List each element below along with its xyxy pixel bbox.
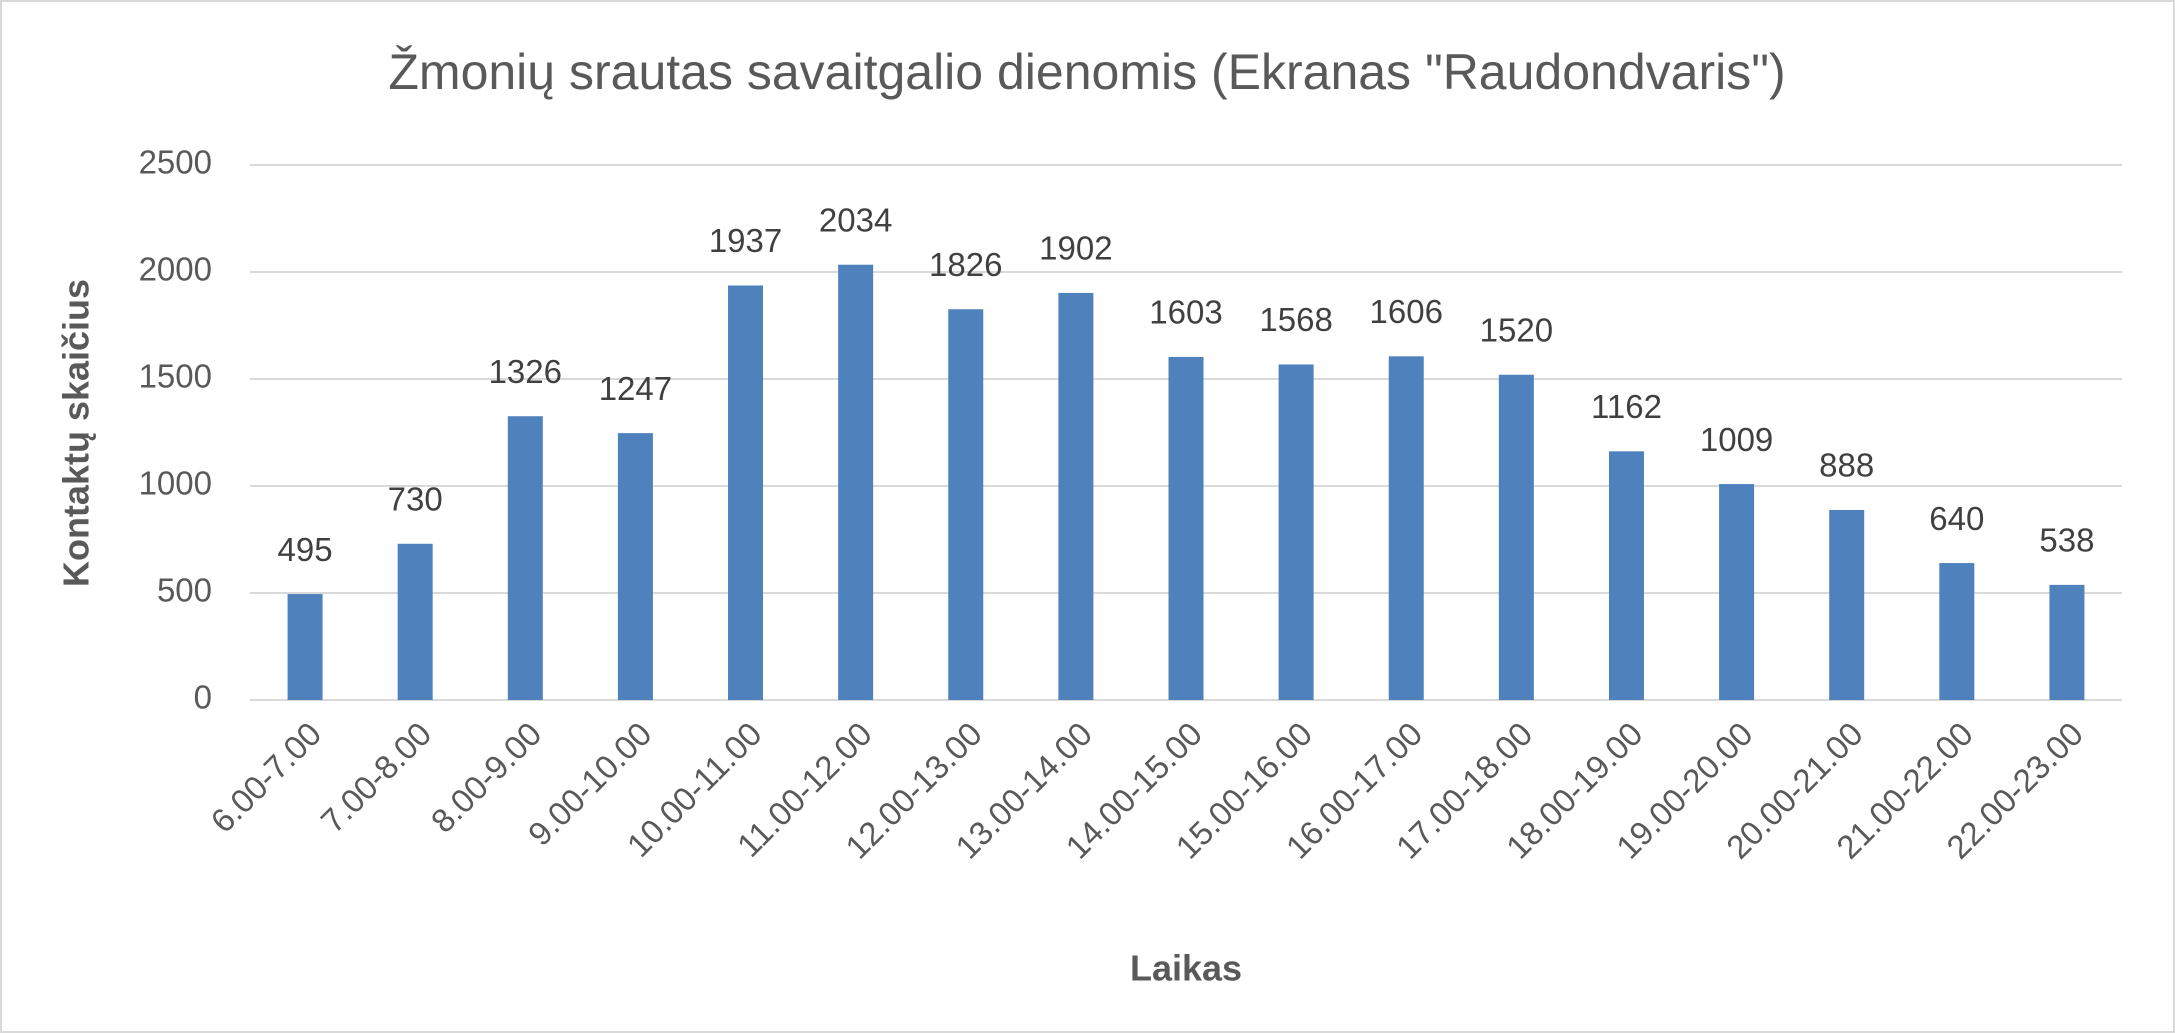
bar	[397, 543, 433, 700]
bar	[838, 264, 874, 700]
bar	[617, 433, 653, 700]
y-tick-label: 2000	[139, 251, 212, 288]
data-label: 1162	[1591, 388, 1662, 425]
data-label: 1247	[599, 370, 672, 407]
bar	[507, 416, 543, 700]
bar	[1608, 451, 1644, 700]
bar	[1388, 356, 1424, 700]
y-tick-label: 2500	[139, 144, 212, 181]
bar	[1939, 563, 1975, 700]
y-axis-title: Kontaktų skaičius	[56, 279, 97, 587]
y-tick-label: 500	[157, 572, 212, 609]
y-tick-label: 0	[194, 679, 212, 716]
bar	[1719, 484, 1755, 700]
data-label: 1520	[1480, 311, 1553, 348]
data-label: 1603	[1149, 294, 1222, 331]
data-label: 1606	[1370, 293, 1443, 330]
y-tick-label: 1500	[139, 358, 212, 395]
chart-title: Žmonių srautas savaitgalio dienomis (Ekr…	[388, 44, 1785, 100]
data-label: 1009	[1700, 421, 1773, 458]
bar	[2049, 584, 2085, 700]
bar	[1498, 374, 1534, 700]
bar	[948, 309, 984, 700]
bar	[1058, 292, 1094, 700]
data-label: 1326	[489, 353, 562, 390]
data-label: 1902	[1039, 230, 1112, 267]
y-tick-label: 1000	[139, 465, 212, 502]
bar	[1278, 364, 1314, 700]
data-label: 2034	[819, 201, 892, 238]
data-label: 1826	[929, 246, 1002, 283]
bar	[728, 285, 764, 700]
bar	[1168, 356, 1204, 700]
x-axis-title: Laikas	[1130, 948, 1242, 989]
data-label: 730	[388, 480, 443, 517]
data-label: 495	[278, 531, 333, 568]
data-label: 640	[1929, 500, 1984, 537]
bar	[287, 594, 323, 700]
bar	[1829, 509, 1865, 700]
data-label: 1568	[1259, 301, 1332, 338]
data-label: 888	[1819, 447, 1874, 484]
data-label: 1937	[709, 222, 782, 259]
data-label: 538	[2039, 522, 2094, 559]
